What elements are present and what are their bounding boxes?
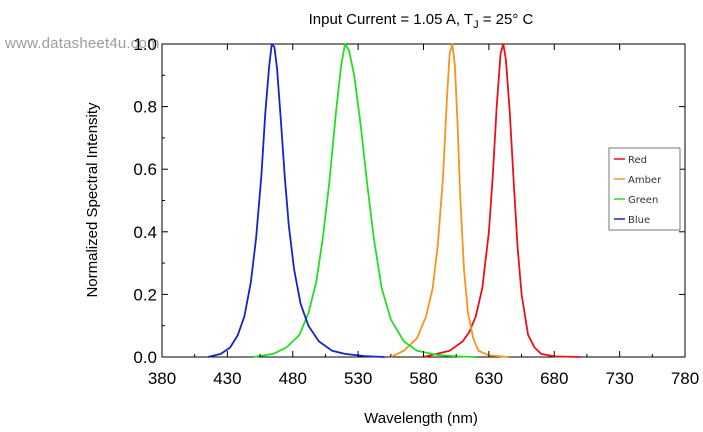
legend-box <box>608 147 681 231</box>
legend-label-red: Red <box>628 155 647 166</box>
series-line-amber <box>390 43 509 358</box>
legend-label-blue: Blue <box>628 215 650 226</box>
x-tick-label: 630 <box>475 369 503 388</box>
series-line-blue <box>207 43 385 358</box>
plot-area <box>161 43 686 358</box>
legend-label-green: Green <box>628 195 658 206</box>
y-tick-label: 0.0 <box>133 348 157 367</box>
y-tick-label: 1.0 <box>133 35 157 54</box>
chart-title: Input Current = 1.05 A, TJ = 25° C <box>309 11 534 31</box>
x-tick-label: 580 <box>409 369 437 388</box>
x-axis-label: Wavelength (nm) <box>364 410 478 427</box>
y-tick-label: 0.2 <box>133 285 157 304</box>
y-axis-label: Normalized Spectral Intensity <box>84 102 101 298</box>
x-tick-label: 530 <box>344 369 372 388</box>
y-tick-label: 0.8 <box>133 98 157 117</box>
plot-frame <box>161 43 686 358</box>
x-tick-label: 780 <box>671 369 699 388</box>
x-tick-label: 730 <box>605 369 633 388</box>
y-tick-label: 0.4 <box>133 223 157 242</box>
x-tick-label: 680 <box>540 369 568 388</box>
x-tick-label: 380 <box>148 369 176 388</box>
y-tick-label: 0.6 <box>133 160 157 179</box>
legend-label-amber: Amber <box>628 175 662 186</box>
ticks-layer: 380 430 480 530 580 630 680 730 780 0.0 0.2 0.4 0.6 0… <box>133 35 699 388</box>
watermark-text: www.datasheet4u.com <box>5 35 160 52</box>
legend: Red Amber Green Blue <box>608 147 681 231</box>
x-tick-label: 480 <box>279 369 307 388</box>
x-tick-label: 430 <box>213 369 241 388</box>
series-line-green <box>253 43 476 358</box>
series-layer <box>207 43 581 358</box>
